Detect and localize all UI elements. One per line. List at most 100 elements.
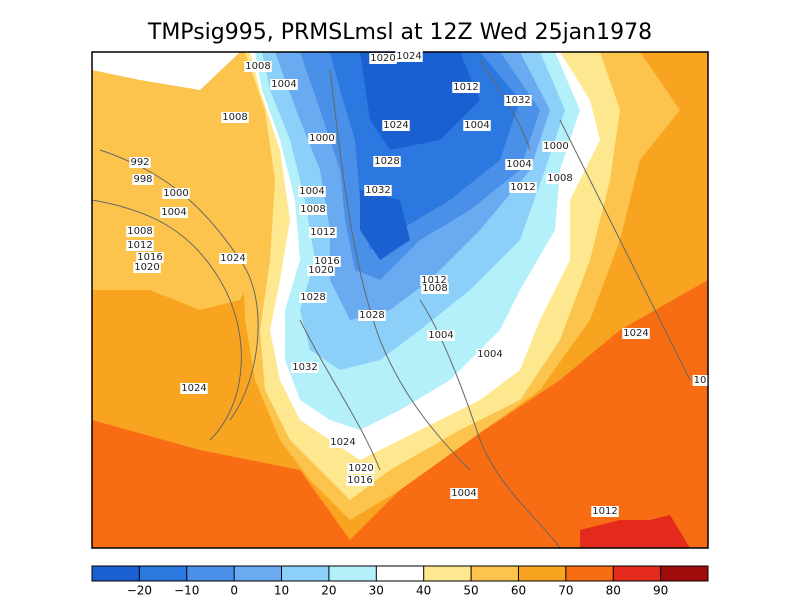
isobar-label-box [450, 488, 478, 499]
isobar-label: 1012 [421, 275, 446, 286]
isobar-label-box [369, 53, 397, 64]
isobar-label: 1000 [543, 141, 568, 152]
colorbar-label: 80 [606, 584, 621, 598]
colorbar-label: 0 [230, 584, 238, 598]
isobar-label-box [329, 437, 357, 448]
isobar-label: 1016 [137, 252, 162, 263]
isobar-label-box [504, 95, 532, 106]
isobar-label-box [346, 475, 374, 486]
colorbar-segment [328, 566, 377, 581]
colorbar-label: 90 [653, 584, 668, 598]
isobar-label-box [364, 185, 392, 196]
isobar-label-box [542, 141, 570, 152]
isobar-label-box [244, 61, 272, 72]
isobar-label: 1032 [505, 95, 530, 106]
colorbar-label: 70 [558, 584, 573, 598]
isobar-label: 1004 [451, 488, 476, 499]
isobar-label-box [133, 262, 161, 273]
isobar-label-box [136, 252, 164, 263]
colorbar-label: −20 [127, 584, 152, 598]
isobar-label-box [692, 375, 708, 386]
colorbar-segment [376, 566, 425, 581]
isobar-label: 1016 [347, 475, 372, 486]
isobar-label-box [421, 283, 449, 294]
isobar-label: 1012 [127, 240, 152, 251]
colorbar-segment [234, 566, 283, 581]
isobar-label-box [126, 226, 154, 237]
colorbar-segment [281, 566, 330, 581]
isobar-label: 1028 [374, 156, 399, 167]
isobar-label: 1008 [245, 61, 270, 72]
isobar-label-box [395, 51, 423, 62]
isobar-label: 1012 [592, 506, 617, 517]
isobar-label: 1000 [163, 188, 188, 199]
isobar-label-box [420, 275, 448, 286]
colorbar: −20 −10 0 10 20 30 40 50 60 70 80 90 [91, 565, 709, 598]
colorbar-segment [518, 566, 567, 581]
isobar-label: 1008 [222, 112, 247, 123]
isobar-label: 1028 [359, 310, 384, 321]
colorbar-label: 10 [274, 584, 289, 598]
isobar-label-box [132, 174, 154, 185]
colorbar-label: 20 [321, 584, 336, 598]
isobar-label: 1004 [506, 159, 531, 170]
isobar-label: 1000 [309, 133, 334, 144]
colorbar-segment [565, 566, 614, 581]
isobar-label: 1024 [181, 383, 206, 394]
isobar-label: 1008 [300, 204, 325, 215]
isobar-label: 1004 [428, 330, 453, 341]
colorbar-segment [613, 566, 662, 581]
isobar-label: 1008 [127, 226, 152, 237]
isobar-label-box [309, 227, 337, 238]
isobar-label-box [291, 362, 319, 373]
isobar-label-box [509, 182, 537, 193]
isobar-labels: 1008 1004 1020 1024 1012 1032 1008 1024 1004 1000… [126, 51, 708, 517]
isobar-label-box [160, 207, 188, 218]
isobar-label: 992 [130, 157, 149, 168]
isobar-label: 1032 [365, 185, 390, 196]
isobar-label: 1020 [370, 53, 395, 64]
isobar-label-box [180, 383, 208, 394]
isobar-label: 1020 [134, 262, 159, 273]
isobar-label-box [463, 120, 491, 131]
isobar-label: 1024 [220, 253, 245, 264]
colorbar-segment [423, 566, 472, 581]
isobar-label-box [299, 292, 327, 303]
colorbar-label: 50 [463, 584, 478, 598]
isobar-label-box [476, 349, 504, 360]
isobar-label-box [591, 506, 619, 517]
isobar-label-box [505, 159, 533, 170]
isobar-label-box [622, 328, 650, 339]
colorbar-label: 40 [416, 584, 431, 598]
isobar-label: 1012 [510, 182, 535, 193]
isobar-label: 1032 [292, 362, 317, 373]
isobar-label-box [452, 82, 480, 93]
isobar-label-box [427, 330, 455, 341]
isobar-label: 1024 [330, 437, 355, 448]
colorbar-segment [660, 566, 709, 581]
isobar-label: 1024 [383, 120, 408, 131]
colorbar-label: 30 [369, 584, 384, 598]
isobar-label: 1020 [308, 265, 333, 276]
map-title: TMPsig995, PRMSLmsl at 12Z Wed 25jan1978 [147, 20, 652, 45]
isobar-label: 1004 [464, 120, 489, 131]
isobar-label-box [129, 157, 151, 168]
isobar-label-box [308, 133, 336, 144]
isobar-label-box [270, 79, 298, 90]
isobar-label-box [298, 186, 326, 197]
isobar-label-box [313, 256, 341, 267]
colorbar-label: −10 [174, 584, 199, 598]
isobar-label-box [347, 463, 375, 474]
temperature-field [92, 52, 708, 548]
isobar-label-box [162, 188, 190, 199]
isobar-label-box [299, 204, 327, 215]
isobar-label: 1008 [547, 173, 572, 184]
isobar-label-box [219, 253, 247, 264]
isobar-label: 1012 [453, 82, 478, 93]
isobar-label: 1020 [348, 463, 373, 474]
isobar-label: 1028 [300, 292, 325, 303]
isobar-label: 1024 [623, 328, 648, 339]
isobar-label: 1004 [299, 186, 324, 197]
isobar-label-box [126, 240, 154, 251]
